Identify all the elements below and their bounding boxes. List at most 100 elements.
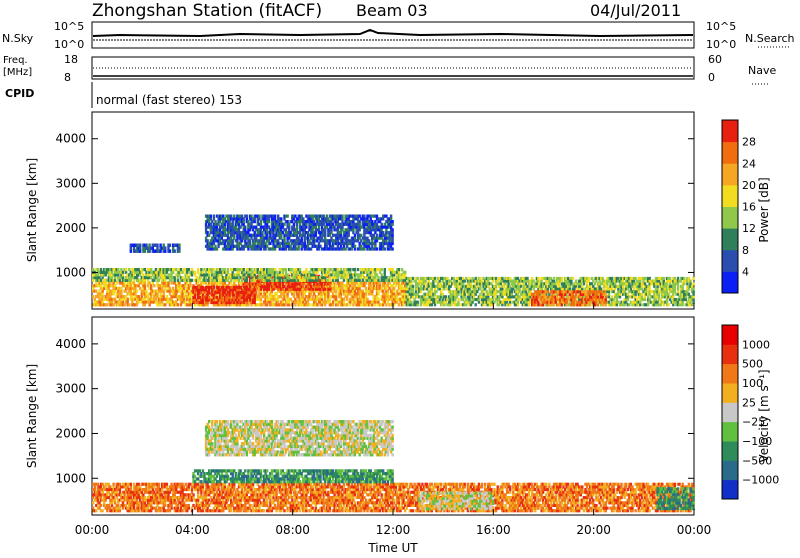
range-cell bbox=[553, 277, 555, 280]
range-cell bbox=[294, 303, 296, 306]
range-cell bbox=[180, 303, 182, 306]
range-cell bbox=[136, 290, 138, 293]
nsearch-tick-bottom: 10^0 bbox=[706, 38, 736, 51]
range-cell bbox=[404, 271, 406, 274]
range-cell bbox=[340, 231, 342, 234]
range-cell bbox=[178, 247, 180, 251]
range-cell bbox=[239, 286, 241, 289]
range-cell bbox=[420, 290, 422, 293]
range-cell bbox=[301, 237, 303, 240]
range-cell bbox=[169, 244, 171, 248]
range-cell bbox=[324, 303, 326, 306]
range-cell bbox=[318, 226, 320, 229]
range-cell bbox=[385, 303, 387, 306]
range-cell bbox=[583, 282, 585, 285]
nave-label: Nave bbox=[748, 64, 776, 77]
range-cell bbox=[196, 286, 198, 289]
range-cell bbox=[192, 299, 194, 302]
beam-title: Beam 03 bbox=[356, 1, 428, 20]
range-cell bbox=[360, 234, 362, 237]
range-cell bbox=[169, 249, 171, 253]
range-cell bbox=[558, 282, 560, 285]
range-cell bbox=[315, 231, 317, 234]
range-cell bbox=[222, 215, 224, 218]
range-cell bbox=[316, 303, 318, 306]
range-cell bbox=[255, 276, 257, 279]
range-cell bbox=[509, 298, 511, 301]
range-cell bbox=[123, 303, 125, 306]
range-cell bbox=[194, 271, 196, 274]
range-cell bbox=[572, 277, 574, 280]
range-cell bbox=[391, 220, 393, 223]
range-cell bbox=[384, 268, 386, 271]
range-cell bbox=[382, 303, 384, 306]
range-cell bbox=[377, 298, 379, 301]
range-cell bbox=[277, 215, 279, 218]
range-cell bbox=[327, 292, 329, 295]
range-cell bbox=[194, 294, 196, 297]
station-title: Zhongshan Station (fitACF) bbox=[92, 1, 322, 21]
range-cell bbox=[266, 303, 268, 306]
freq-unit: [MHz] bbox=[3, 67, 32, 78]
range-cell bbox=[261, 231, 263, 234]
range-cell bbox=[228, 294, 230, 297]
range-cell bbox=[363, 215, 365, 218]
range-cell bbox=[106, 303, 108, 306]
range-cell bbox=[341, 217, 343, 220]
range-cell bbox=[305, 268, 307, 271]
range-cell bbox=[348, 231, 350, 234]
range-cell bbox=[381, 268, 383, 271]
range-cell bbox=[365, 292, 367, 295]
range-cell bbox=[101, 292, 103, 295]
range-cell bbox=[112, 292, 114, 295]
range-cell bbox=[323, 215, 325, 218]
nsearch-label: N.Search bbox=[745, 32, 795, 45]
range-cell bbox=[384, 247, 386, 250]
range-cell bbox=[243, 217, 245, 220]
cpid-text: normal (fast stereo) 153 bbox=[96, 93, 242, 107]
range-cell bbox=[254, 294, 256, 297]
range-cell bbox=[230, 215, 232, 218]
range-cell bbox=[139, 244, 141, 248]
range-cell bbox=[305, 226, 307, 229]
range-cell bbox=[377, 292, 379, 295]
range-cell bbox=[254, 299, 256, 302]
range-cell bbox=[381, 223, 383, 226]
nsearch-tick-top: 10^5 bbox=[706, 20, 736, 33]
range-cell bbox=[286, 292, 288, 295]
range-cell bbox=[244, 226, 246, 229]
nsky-tick-top: 10^5 bbox=[54, 20, 84, 33]
range-cell bbox=[127, 298, 129, 301]
range-cell bbox=[156, 292, 158, 295]
range-cell bbox=[391, 247, 393, 250]
range-cell bbox=[145, 290, 147, 293]
range-cell bbox=[280, 217, 282, 220]
range-cell bbox=[299, 268, 301, 271]
range-cell bbox=[241, 215, 243, 218]
range-cell bbox=[285, 268, 287, 271]
range-cell bbox=[457, 298, 459, 301]
range-cell bbox=[382, 217, 384, 220]
range-cell bbox=[297, 245, 299, 248]
range-cell bbox=[148, 244, 150, 248]
range-cell bbox=[349, 303, 351, 306]
range-cell bbox=[390, 215, 392, 218]
range-cell bbox=[233, 215, 235, 218]
range-cell bbox=[352, 303, 354, 306]
range-cell bbox=[575, 280, 577, 283]
range-cell bbox=[227, 268, 229, 271]
range-cell bbox=[337, 303, 339, 306]
range-cell bbox=[391, 228, 393, 231]
range-cell bbox=[301, 215, 303, 218]
range-cell bbox=[254, 288, 256, 291]
range-cell bbox=[293, 292, 295, 295]
range-cell bbox=[478, 298, 480, 301]
range-cell bbox=[354, 268, 356, 271]
range-cell bbox=[608, 290, 610, 293]
range-cell bbox=[164, 247, 166, 251]
range-cell bbox=[511, 290, 513, 293]
range-cell bbox=[213, 215, 215, 218]
range-cell bbox=[417, 301, 419, 304]
range-cell bbox=[95, 290, 97, 293]
range-cell bbox=[178, 244, 180, 248]
